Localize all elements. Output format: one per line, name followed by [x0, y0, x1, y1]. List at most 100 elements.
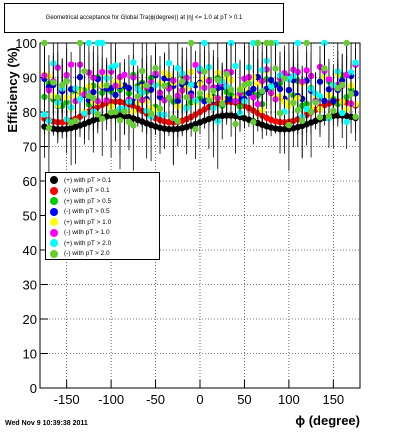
data-point [254, 39, 261, 47]
timestamp: Wed Nov 9 10:39:38 2011 [5, 420, 88, 427]
legend-label: (+) with pT > 0.1 [64, 176, 112, 184]
legend-marker [50, 186, 58, 195]
data-point [112, 62, 119, 69]
x-tick-label: 100 [278, 392, 300, 407]
data-point [201, 68, 208, 75]
y-axis-label: Efficiency (%) [5, 47, 20, 133]
legend-label: (-) with pT > 0.1 [64, 187, 110, 195]
data-point [316, 114, 324, 121]
data-point [312, 99, 319, 106]
data-point [125, 118, 133, 126]
data-point [90, 94, 97, 102]
data-point [290, 99, 297, 107]
y-tick-label: 100 [15, 36, 37, 51]
data-point [343, 39, 350, 47]
data-point [343, 118, 350, 126]
legend-marker [50, 228, 58, 237]
y-tick-label: 90 [23, 71, 37, 86]
legend-marker [50, 207, 58, 216]
data-point [201, 39, 208, 47]
data-point [130, 122, 137, 129]
x-tick-label: 50 [237, 392, 251, 407]
data-point [227, 86, 235, 93]
data-point [45, 124, 53, 132]
data-point [134, 93, 141, 100]
legend-label: (-) with pT > 2.0 [64, 250, 110, 258]
data-point [94, 111, 101, 118]
data-point [232, 62, 239, 70]
data-point [267, 83, 275, 90]
data-point [147, 110, 155, 117]
data-point [112, 108, 119, 116]
data-point [192, 61, 199, 69]
data-point [299, 117, 306, 125]
data-point [334, 85, 341, 92]
data-point [139, 67, 146, 75]
data-point [210, 87, 217, 95]
data-point [187, 39, 195, 47]
data-point [161, 82, 168, 90]
legend-item: (-) with pT > 1.0 [50, 228, 159, 239]
data-point [165, 94, 173, 101]
data-point [50, 79, 57, 86]
data-point [214, 76, 221, 84]
data-point [103, 82, 110, 89]
x-tick-label: 0 [196, 392, 203, 407]
data-point [59, 81, 66, 89]
data-point [316, 93, 324, 100]
legend-label: (+) with pT > 2.0 [64, 239, 112, 247]
x-axis-label: ϕ (degree) [295, 413, 360, 428]
legend-marker [50, 239, 58, 248]
legend-label: (-) with pT > 0.5 [64, 208, 110, 216]
y-tick-label: 30 [23, 278, 37, 293]
data-point [41, 39, 48, 47]
legend-item: (+) with pT > 2.0 [50, 238, 159, 249]
data-point [250, 118, 257, 126]
y-tick-label: 80 [23, 105, 37, 120]
data-point [245, 80, 253, 87]
data-point [347, 69, 355, 76]
x-tick-label: -50 [146, 392, 165, 407]
legend-item: (+) with pT > 0.5 [50, 196, 159, 207]
data-point [156, 105, 164, 112]
data-point [223, 70, 230, 78]
data-point [165, 59, 173, 67]
data-point [143, 82, 150, 89]
data-point [285, 121, 293, 129]
legend-label: (+) with pT > 1.0 [64, 218, 112, 226]
data-point [152, 64, 159, 72]
data-point [196, 90, 204, 97]
data-point [307, 108, 315, 116]
data-point [81, 68, 88, 75]
data-point [339, 81, 346, 89]
legend-label: (+) with pT > 0.5 [64, 197, 112, 205]
legend-marker [50, 249, 58, 258]
legend-item: (-) with pT > 0.1 [50, 186, 159, 197]
data-point [303, 39, 310, 47]
legend-label: (-) with pT > 1.0 [64, 229, 110, 237]
data-point [294, 106, 301, 114]
legend-marker [50, 197, 58, 206]
data-point [130, 59, 137, 66]
data-point [321, 65, 328, 72]
data-point [63, 78, 70, 85]
data-point [76, 96, 84, 103]
data-point [179, 78, 186, 85]
data-point [232, 120, 239, 128]
x-tick-label: -100 [98, 392, 124, 407]
y-tick-label: 40 [23, 243, 37, 258]
data-point [72, 117, 79, 125]
data-point [330, 107, 337, 114]
data-point [272, 65, 279, 72]
legend-item: (+) with pT > 0.1 [50, 175, 159, 186]
legend-item: (+) with pT > 1.0 [50, 217, 159, 228]
data-point [121, 108, 128, 115]
data-point [41, 111, 48, 118]
data-point [303, 67, 310, 74]
x-tick-label: -150 [54, 392, 80, 407]
legend-item: (-) with pT > 0.5 [50, 207, 159, 218]
data-point [116, 117, 124, 124]
chart-legend: (+) with pT > 0.1 (-) with pT > 0.1 (+) … [45, 172, 160, 260]
data-point [325, 76, 333, 83]
y-tick-label: 50 [23, 209, 37, 224]
